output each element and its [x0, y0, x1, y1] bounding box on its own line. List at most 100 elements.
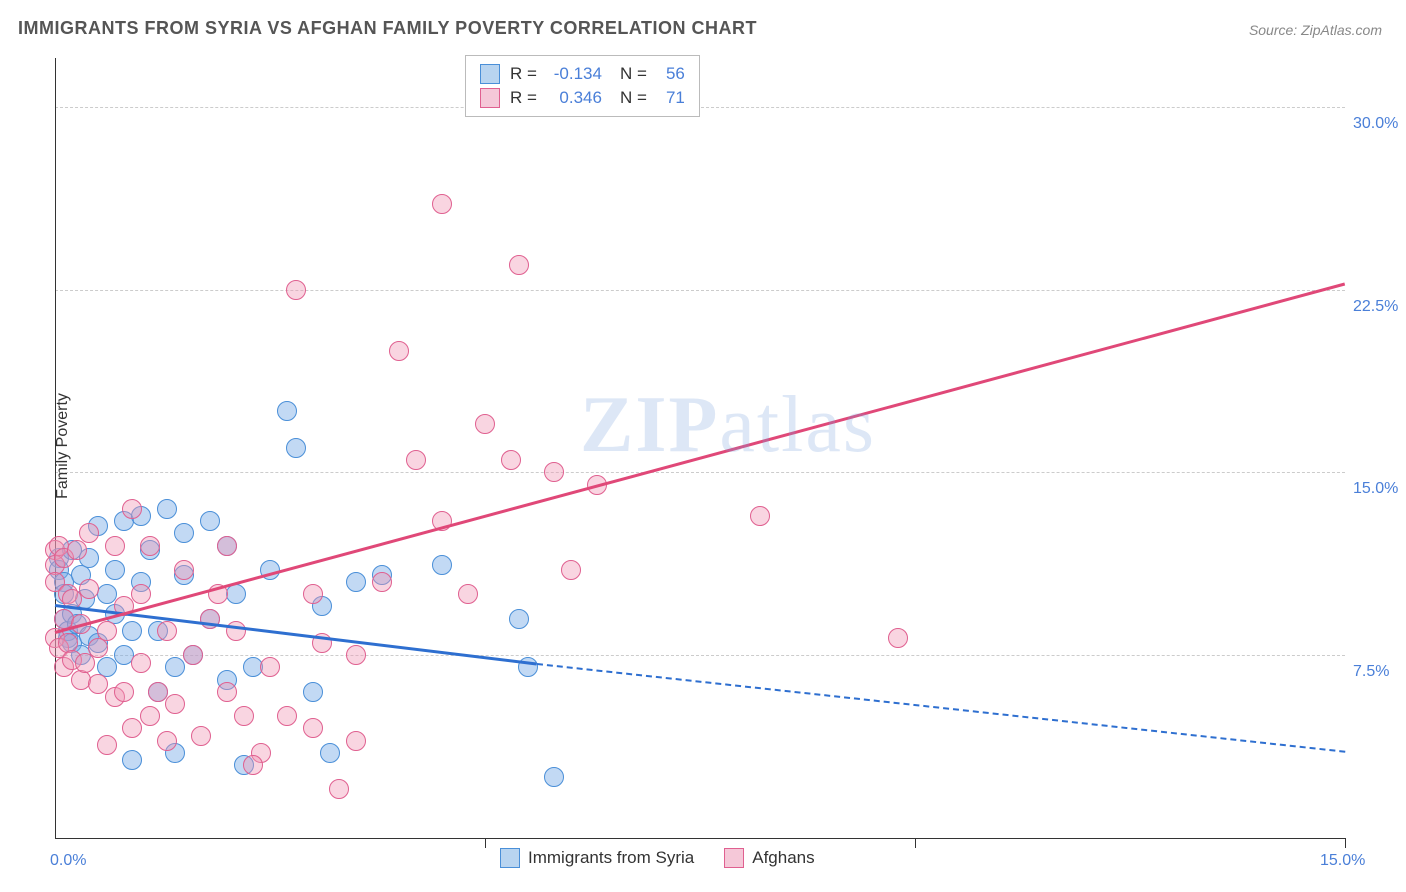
legend-row: R = -0.134 N = 56: [480, 62, 685, 86]
data-point: [79, 523, 99, 543]
source-label: Source: ZipAtlas.com: [1249, 22, 1382, 38]
data-point: [140, 706, 160, 726]
data-point: [750, 506, 770, 526]
data-point: [277, 706, 297, 726]
legend-n-value: 71: [657, 86, 685, 110]
x-tick: [485, 838, 486, 848]
x-tick-label: 0.0%: [50, 852, 86, 870]
legend-r-label: R =: [510, 86, 537, 110]
data-point: [243, 755, 263, 775]
y-tick-label: 15.0%: [1353, 480, 1398, 498]
data-point: [97, 621, 117, 641]
data-point: [88, 674, 108, 694]
data-point: [234, 706, 254, 726]
y-axis: [55, 58, 56, 838]
legend-n-label: N =: [620, 86, 647, 110]
legend-series-name: Immigrants from Syria: [528, 848, 694, 868]
legend-swatch: [500, 848, 520, 868]
grid-line: [55, 107, 1345, 108]
data-point: [389, 341, 409, 361]
data-point: [105, 536, 125, 556]
legend-stats: R = -0.134 N = 56 R = 0.346 N = 71: [465, 55, 700, 117]
grid-line: [55, 655, 1345, 656]
legend-row: R = 0.346 N = 71: [480, 86, 685, 110]
data-point: [157, 621, 177, 641]
data-point: [67, 540, 87, 560]
legend-n-value: 56: [657, 62, 685, 86]
legend-swatch: [480, 64, 500, 84]
data-point: [372, 572, 392, 592]
data-point: [88, 638, 108, 658]
chart-title: IMMIGRANTS FROM SYRIA VS AFGHAN FAMILY P…: [18, 18, 757, 39]
data-point: [165, 657, 185, 677]
data-point: [174, 523, 194, 543]
legend-r-label: R =: [510, 62, 537, 86]
legend-item: Immigrants from Syria: [500, 848, 694, 868]
data-point: [200, 511, 220, 531]
scatter-plot: 7.5%15.0%22.5%30.0%0.0%15.0%: [55, 58, 1345, 838]
data-point: [286, 280, 306, 300]
data-point: [140, 536, 160, 556]
data-point: [888, 628, 908, 648]
data-point: [97, 735, 117, 755]
data-point: [346, 731, 366, 751]
data-point: [458, 584, 478, 604]
x-tick-label: 15.0%: [1320, 852, 1365, 870]
data-point: [509, 255, 529, 275]
legend-swatch: [724, 848, 744, 868]
legend-series: Immigrants from Syria Afghans: [500, 848, 815, 868]
data-point: [346, 572, 366, 592]
data-point: [226, 621, 246, 641]
data-point: [131, 653, 151, 673]
grid-line: [55, 472, 1345, 473]
data-point: [432, 555, 452, 575]
data-point: [544, 462, 564, 482]
data-point: [475, 414, 495, 434]
data-point: [286, 438, 306, 458]
data-point: [346, 645, 366, 665]
data-point: [157, 499, 177, 519]
data-point: [157, 731, 177, 751]
legend-swatch: [480, 88, 500, 108]
y-tick-label: 7.5%: [1353, 663, 1389, 681]
x-axis: [55, 838, 1345, 839]
data-point: [260, 657, 280, 677]
data-point: [303, 718, 323, 738]
legend-r-value: -0.134: [547, 62, 602, 86]
data-point: [509, 609, 529, 629]
data-point: [131, 584, 151, 604]
data-point: [226, 584, 246, 604]
data-point: [329, 779, 349, 799]
data-point: [105, 560, 125, 580]
data-point: [183, 645, 203, 665]
data-point: [165, 694, 185, 714]
trend-line: [55, 282, 1346, 633]
y-tick-label: 22.5%: [1353, 298, 1398, 316]
legend-r-value: 0.346: [547, 86, 602, 110]
x-tick: [915, 838, 916, 848]
y-tick-label: 30.0%: [1353, 115, 1398, 133]
legend-n-label: N =: [620, 62, 647, 86]
data-point: [97, 584, 117, 604]
x-tick: [1345, 838, 1346, 848]
data-point: [303, 682, 323, 702]
data-point: [432, 194, 452, 214]
data-point: [122, 750, 142, 770]
trend-line-dashed: [536, 663, 1345, 753]
data-point: [114, 682, 134, 702]
data-point: [277, 401, 297, 421]
legend-item: Afghans: [724, 848, 814, 868]
data-point: [217, 536, 237, 556]
data-point: [561, 560, 581, 580]
grid-line: [55, 290, 1345, 291]
data-point: [501, 450, 521, 470]
data-point: [320, 743, 340, 763]
data-point: [191, 726, 211, 746]
data-point: [544, 767, 564, 787]
data-point: [174, 560, 194, 580]
data-point: [122, 718, 142, 738]
data-point: [406, 450, 426, 470]
data-point: [217, 682, 237, 702]
legend-series-name: Afghans: [752, 848, 814, 868]
data-point: [122, 621, 142, 641]
